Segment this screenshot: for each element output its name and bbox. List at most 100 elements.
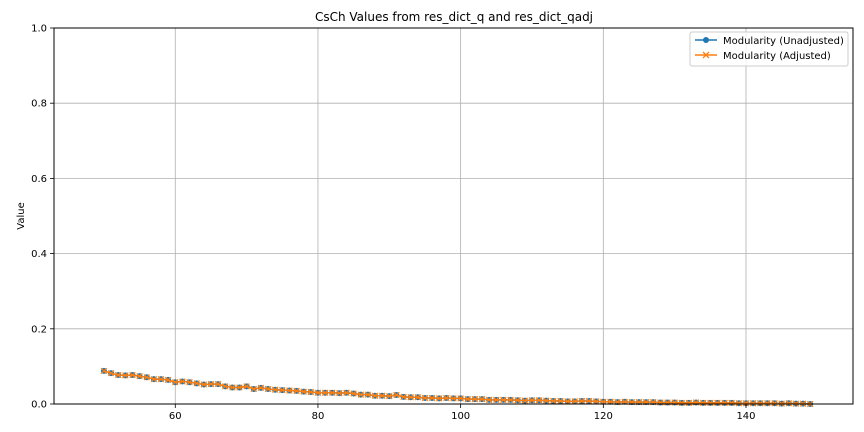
data-point <box>350 390 357 397</box>
data-point <box>229 384 236 391</box>
data-point <box>493 396 500 404</box>
y-tick-label: 0.0 <box>31 400 47 411</box>
data-point <box>286 387 293 394</box>
data-point <box>450 395 457 402</box>
data-point <box>457 395 464 402</box>
data-point <box>364 391 372 398</box>
data-point <box>678 399 686 407</box>
data-point <box>264 385 272 393</box>
data-point <box>564 398 571 405</box>
data-point <box>207 380 215 388</box>
data-point <box>236 384 243 391</box>
data-point <box>336 389 343 397</box>
y-axis-label: Value <box>16 202 27 229</box>
data-point <box>172 378 179 386</box>
data-point <box>742 400 750 407</box>
data-point <box>728 399 735 407</box>
data-point <box>100 367 108 375</box>
axes-frame <box>53 27 854 405</box>
data-point <box>279 386 286 394</box>
data-point <box>421 394 429 402</box>
y-tick-label: 0.8 <box>31 99 47 110</box>
data-point <box>707 399 714 407</box>
data-point <box>179 378 186 385</box>
data-point <box>500 396 507 404</box>
data-point <box>250 385 257 393</box>
data-point <box>193 380 200 387</box>
y-tick-label: 0.2 <box>31 324 47 335</box>
data-point <box>785 400 793 407</box>
data-point <box>150 375 158 383</box>
legend-marker-unadjusted <box>703 37 709 43</box>
plot-series <box>100 367 814 408</box>
data-point <box>735 400 743 407</box>
chart-title: CsCh Values from res_dict_q and res_dict… <box>315 10 593 24</box>
x-tick-label: 60 <box>169 411 182 422</box>
series-line <box>103 370 811 405</box>
data-point <box>721 399 728 407</box>
data-point <box>557 397 564 405</box>
data-point <box>485 396 493 404</box>
data-point <box>129 371 136 379</box>
data-point <box>143 374 150 381</box>
data-point <box>428 394 436 402</box>
x-tick-label: 100 <box>451 411 470 422</box>
data-point <box>186 378 193 386</box>
data-point <box>136 372 143 380</box>
data-point <box>764 400 771 407</box>
data-point <box>771 400 778 407</box>
axis-ticks: 60 80 100 120 140 0.0 0.2 0.4 0.6 0.8 1.0 <box>31 24 755 423</box>
data-point <box>157 375 165 383</box>
data-point <box>414 394 422 401</box>
x-tick-label: 120 <box>594 411 613 422</box>
data-point <box>200 381 208 388</box>
data-point <box>521 397 529 404</box>
data-point <box>478 395 486 403</box>
data-point <box>357 391 364 398</box>
legend-label-unadjusted: Modularity (Unadjusted) <box>723 36 844 47</box>
data-point <box>243 383 250 390</box>
legend: Modularity (Unadjusted) Modularity (Adju… <box>689 31 849 67</box>
data-point <box>221 383 229 390</box>
data-point <box>107 369 115 377</box>
legend-box <box>689 31 849 67</box>
data-point <box>585 397 593 405</box>
data-point <box>271 386 279 393</box>
data-point <box>164 376 172 384</box>
legend-entry-unadjusted: Modularity (Unadjusted) <box>695 36 844 47</box>
data-point <box>757 400 764 407</box>
legend-label-adjusted: Modularity (Adjusted) <box>723 51 831 62</box>
data-point <box>307 388 315 396</box>
data-point <box>122 372 129 379</box>
data-point <box>443 394 450 402</box>
data-point <box>114 371 122 379</box>
data-point <box>543 397 550 404</box>
data-point <box>343 389 350 396</box>
y-tick-label: 0.4 <box>31 249 47 260</box>
data-point <box>550 397 557 405</box>
data-point <box>471 395 479 403</box>
data-point <box>464 395 471 403</box>
data-point <box>300 388 307 395</box>
data-point <box>371 392 379 399</box>
data-point <box>214 380 222 388</box>
data-point <box>393 391 400 399</box>
y-tick-label: 1.0 <box>31 24 47 35</box>
data-point <box>436 395 443 402</box>
data-point <box>378 392 386 399</box>
data-point <box>685 399 693 407</box>
data-point <box>386 392 393 400</box>
data-point <box>592 398 600 405</box>
data-point <box>407 394 414 401</box>
data-point <box>535 397 543 404</box>
data-point <box>328 389 336 396</box>
data-point <box>749 400 757 407</box>
x-tick-label: 80 <box>312 411 325 422</box>
data-point <box>293 387 300 395</box>
data-point <box>257 384 265 392</box>
data-point <box>714 399 721 407</box>
data-point <box>571 398 579 405</box>
data-point <box>400 393 407 401</box>
